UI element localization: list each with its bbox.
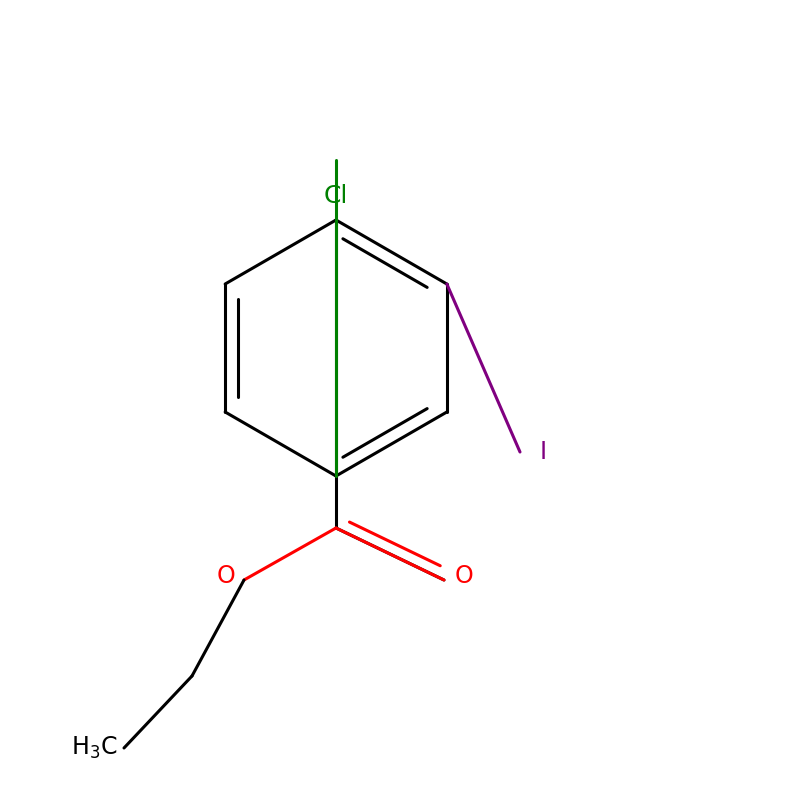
Text: Cl: Cl [324,184,348,208]
Text: $\mathregular{H_3C}$: $\mathregular{H_3C}$ [71,735,118,761]
Text: O: O [454,564,474,588]
Text: O: O [217,564,236,588]
Text: I: I [540,440,547,464]
